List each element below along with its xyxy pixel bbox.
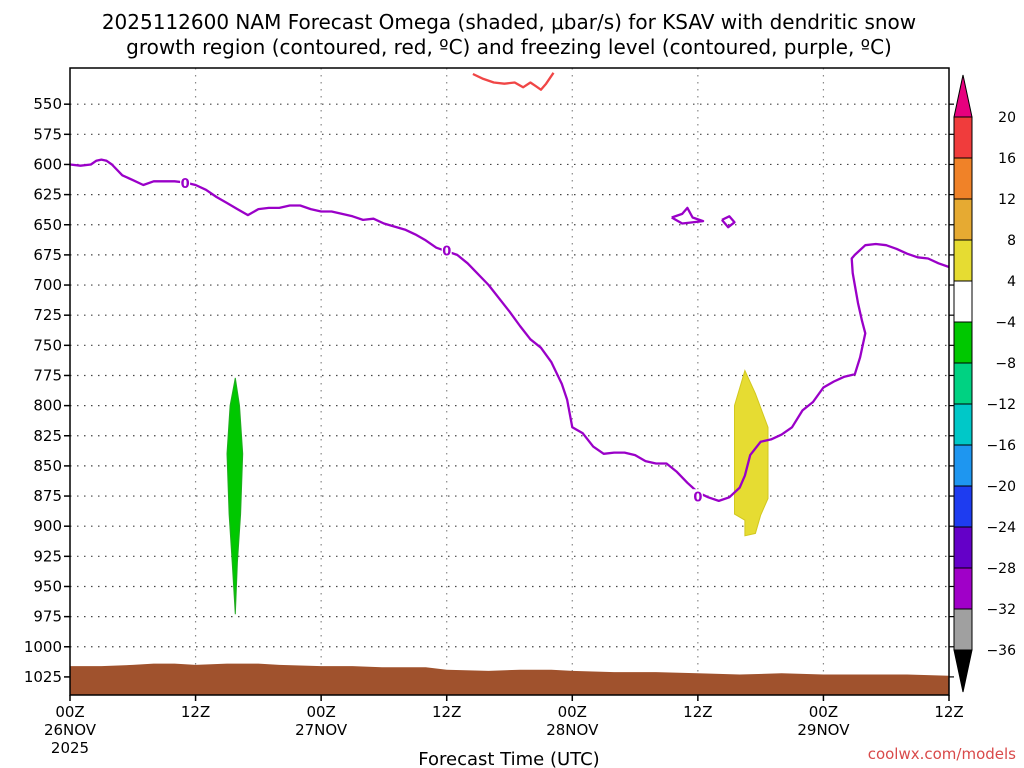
y-tick-label: 900 [33,517,62,535]
x-tick-label: 27NOV [295,721,348,739]
colorbar-segment [953,403,973,446]
y-tick-label: 800 [33,397,62,415]
colorbar-segment [953,526,973,569]
contour-label-bg [441,243,452,258]
y-tick-label: 725 [33,306,62,324]
freezing-level-label: 0 [693,490,702,505]
x-tick-label: 12Z [432,703,461,721]
colorbar-segment [953,116,973,159]
colorbar-segment [953,157,973,200]
y-tick-label: 700 [33,276,62,294]
y-tick-label: 875 [33,487,62,505]
x-tick-label: 00Z [306,703,335,721]
colorbar-segment [953,444,973,487]
y-tick-label: 850 [33,457,62,475]
colorbar-label: 16 [998,151,1016,167]
contour-label-bg [692,489,703,504]
colorbar-label: −8 [995,356,1016,372]
freezing-level-island [671,206,705,225]
colorbar-label: 20 [998,110,1016,126]
colorbar-segment [953,198,973,241]
colorbar-segment [953,608,973,651]
y-tick-label: 625 [33,186,62,204]
x-tick-label: 12Z [934,703,963,721]
plot-background [70,68,949,695]
colorbar-label: −20 [986,479,1016,495]
contour-label-bg [180,175,191,190]
y-tick-label: 925 [33,547,62,565]
plot-frame [69,67,950,696]
omega-region-green-updraft [226,377,244,615]
x-tick-label: 29NOV [797,721,850,739]
y-tick-label: 975 [33,608,62,626]
colorbar-label: 12 [998,192,1016,208]
y-tick-label: 650 [33,216,62,234]
y-tick-label: 1000 [24,638,62,656]
y-tick-label: 675 [33,246,62,264]
y-tick-label: 600 [33,155,62,173]
dendritic-growth-line [472,72,555,91]
terrain-layer [70,663,949,695]
credit-text[interactable]: coolwx.com/models [868,745,1016,763]
colorbar-label: −12 [986,397,1016,413]
freezing-level-line [69,158,950,503]
x-tick-label: 12Z [181,703,210,721]
colorbar-label: −32 [986,602,1016,618]
colorbar-segment [953,280,973,323]
x-axis-title: Forecast Time (UTC) [418,749,599,768]
x-tick-label: 28NOV [546,721,599,739]
y-tick-label: 550 [33,95,62,113]
y-axis: 550 575 600 625 650 675 700 725 750 775 800 825 850 8… [24,95,954,686]
x-tick-label: 00Z [809,703,838,721]
colorbar-label: 8 [1007,233,1016,249]
freezing-level-label: 0 [442,244,451,259]
contours: 0 0 0 [69,72,950,505]
colorbar-segment [953,321,973,364]
colorbar-segment [953,362,973,405]
chart-title-line1: 2025112600 NAM Forecast Omega (shaded, μ… [102,10,916,34]
x-tick-label: 26NOV [44,721,97,739]
x-tick-label: 2025 [51,739,89,757]
colorbar-segment [953,239,973,282]
freezing-level-label: 0 [181,177,190,192]
y-tick-label: 750 [33,336,62,354]
chart-title-line2: growth region (contoured, red, ºC) and f… [126,35,892,59]
colorbar-label: −24 [986,520,1016,536]
colorbar-segment [953,567,973,610]
colorbar: 20 16 12 8 4 −4 −8 −12 −16 −20 −24 −28 −32 −36 [953,74,1016,693]
y-tick-label: 950 [33,577,62,595]
colorbar-bottom-arrow [953,649,973,693]
terrain-fill [70,663,949,695]
y-tick-label: 775 [33,366,62,384]
colorbar-label: 4 [1007,274,1016,290]
colorbar-label: −28 [986,561,1016,577]
x-tick-label: 00Z [558,703,587,721]
colorbar-label: −4 [995,315,1016,331]
x-tick-label: 12Z [683,703,712,721]
colorbar-top-arrow [953,74,973,118]
colorbar-label: −16 [986,438,1016,454]
y-tick-label: 575 [33,125,62,143]
colorbar-label: −36 [986,643,1016,659]
y-tick-label: 1025 [24,668,62,686]
colorbar-segment [953,485,973,528]
x-tick-label: 00Z [55,703,84,721]
y-tick-label: 825 [33,427,62,445]
freezing-level-island [721,215,736,229]
